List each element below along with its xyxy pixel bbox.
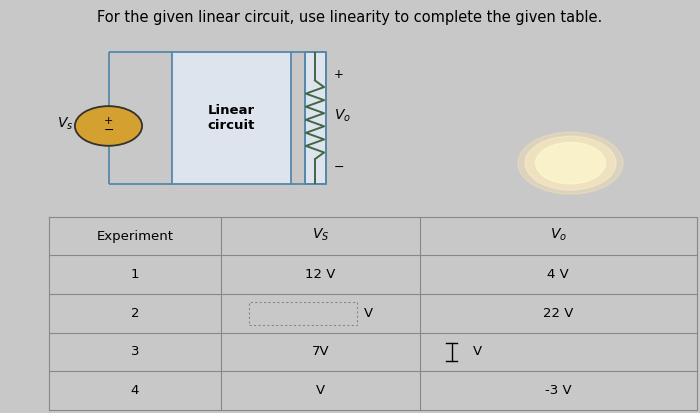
Text: 1: 1 [130,268,139,281]
Text: $V_S$: $V_S$ [312,227,329,243]
Text: 4: 4 [131,384,139,397]
Text: V: V [473,345,482,358]
Text: -3 V: -3 V [545,384,572,397]
Text: Experiment: Experiment [97,230,174,242]
Text: +: + [104,116,113,126]
Text: −: − [334,161,344,174]
Text: +: + [334,68,344,81]
Text: For the given linear circuit, use linearity to complete the given table.: For the given linear circuit, use linear… [97,10,603,25]
Text: 3: 3 [130,345,139,358]
Text: −: − [104,124,113,138]
Text: 2: 2 [130,307,139,320]
Text: 4 V: 4 V [547,268,569,281]
Text: Linear
circuit: Linear circuit [207,104,255,132]
Circle shape [75,106,142,146]
Bar [304,52,326,184]
Text: 12 V: 12 V [305,268,335,281]
Circle shape [518,132,623,194]
Text: V: V [364,307,373,320]
Text: V: V [316,384,325,397]
Text: $V_o$: $V_o$ [334,107,351,124]
Circle shape [525,136,616,190]
Text: 7V: 7V [312,345,329,358]
Circle shape [536,142,606,184]
Text: $V_o$: $V_o$ [550,227,567,243]
Text: 22 V: 22 V [543,307,573,320]
Bar [172,52,290,184]
Text: $V_s$: $V_s$ [57,116,74,132]
Bar [248,301,357,325]
